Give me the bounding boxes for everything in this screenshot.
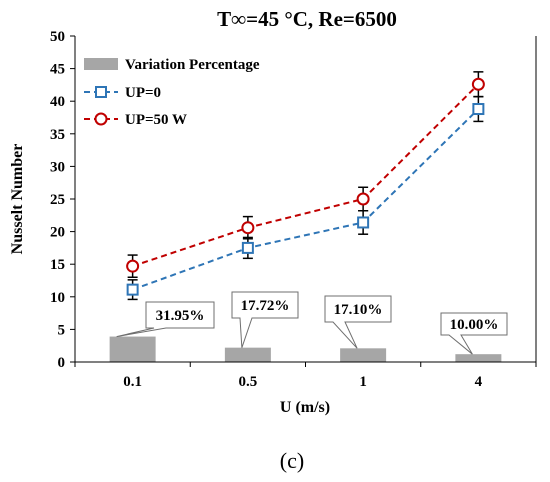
x-tick-label: 1 <box>359 374 367 390</box>
y-tick-label: 10 <box>50 290 65 306</box>
line-layer <box>126 71 485 301</box>
series-line <box>132 108 480 291</box>
y-tick-label: 15 <box>50 257 65 273</box>
data-point <box>126 259 140 273</box>
x-tick-label: 0.1 <box>123 374 142 390</box>
legend-label: UP=50 W <box>125 112 187 128</box>
bar-layer <box>109 336 502 362</box>
y-tick-label: 35 <box>50 127 65 143</box>
y-tick-label: 20 <box>50 225 65 241</box>
callout-label: 17.10% <box>334 302 383 318</box>
legend-label: UP=0 <box>125 85 161 101</box>
callout-label: 10.00% <box>450 317 499 333</box>
x-tick-label: 4 <box>475 374 483 390</box>
bar <box>109 336 156 362</box>
callout-box <box>440 312 508 355</box>
data-point <box>241 241 254 254</box>
bar <box>224 347 271 362</box>
y-tick-label: 50 <box>50 29 65 45</box>
bar <box>455 354 502 362</box>
callout-label: 31.95% <box>156 308 205 324</box>
legend-marker <box>94 112 108 126</box>
callout-layer: 31.95% 17.72% 17.10% 10.00% <box>116 291 508 355</box>
legend: Variation Percentage UP=0 UP=50 W <box>84 57 260 128</box>
data-point <box>126 283 139 296</box>
callout-box <box>324 295 392 349</box>
data-point <box>241 221 255 235</box>
series-line <box>132 83 480 268</box>
callout-box <box>116 301 215 338</box>
y-tick-label: 5 <box>58 322 66 338</box>
bar <box>340 348 387 362</box>
y-ticks: 0 5 10 15 20 25 30 35 40 45 50 <box>50 29 75 371</box>
y-tick-label: 25 <box>50 192 65 208</box>
data-point <box>356 192 370 206</box>
callout-box <box>231 291 299 348</box>
y-tick-label: 40 <box>50 94 65 110</box>
x-tick-label: 0.5 <box>239 374 258 390</box>
callout-label: 17.72% <box>241 298 290 314</box>
y-tick-label: 30 <box>50 159 65 175</box>
legend-marker <box>95 86 107 98</box>
y-axis-label: Nusselt Number <box>9 144 26 255</box>
y-tick-label: 45 <box>50 62 65 78</box>
data-point <box>472 103 485 116</box>
x-axis-label: U (m/s) <box>280 399 330 416</box>
data-point <box>357 216 370 229</box>
data-point <box>471 77 485 91</box>
legend-label: Variation Percentage <box>125 57 260 73</box>
chart-title: T∞=45 °C, Re=6500 <box>217 7 397 31</box>
figure-caption: (c) <box>280 448 304 473</box>
y-tick-label: 0 <box>58 355 66 371</box>
legend-swatch <box>84 58 118 70</box>
x-ticks: 0.1 0.5 1 4 <box>74 362 537 390</box>
